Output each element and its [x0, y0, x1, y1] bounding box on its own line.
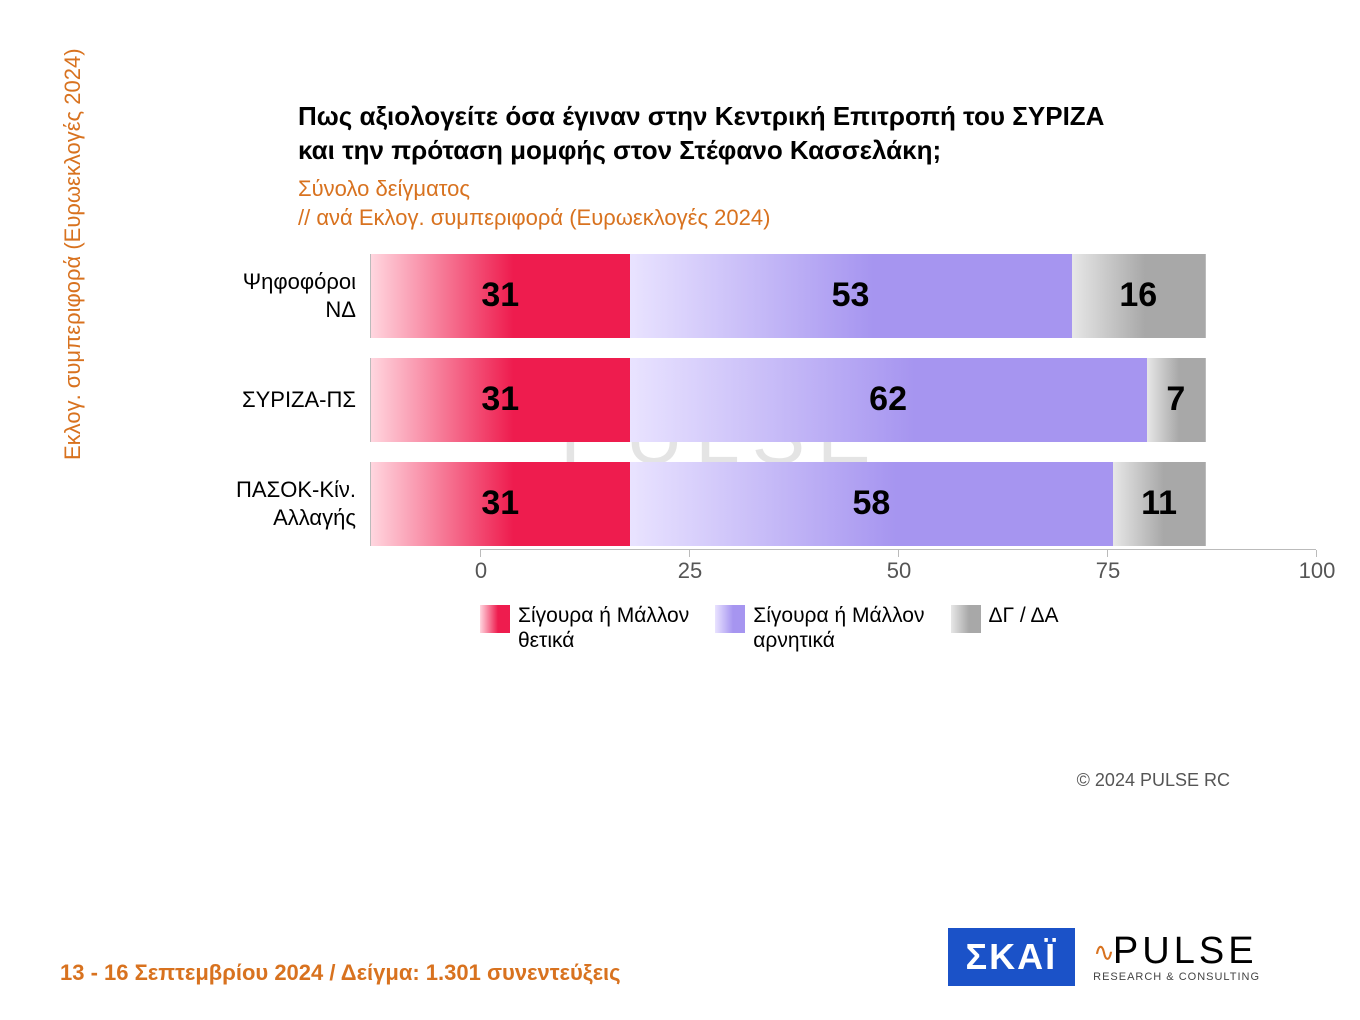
- bar-segment: 11: [1113, 462, 1205, 546]
- x-tick-label: 50: [887, 558, 911, 584]
- subtitle-line-2: // ανά Εκλογ. συμπεριφορά (Ευρωεκλογές 2…: [298, 205, 770, 230]
- legend: Σίγουρα ή Μάλλονθετικά Σίγουρα ή Μάλλοναρ…: [480, 603, 1250, 653]
- legend-label: ΔΓ / ΔΑ: [989, 603, 1059, 628]
- bar-row: ΣΥΡΙΖΑ-ΠΣ31627: [190, 355, 1250, 445]
- bar-segment: 7: [1147, 358, 1205, 442]
- legend-item: ΔΓ / ΔΑ: [951, 603, 1059, 633]
- footer-text: 13 - 16 Σεπτεμβρίου 2024 / Δείγμα: 1.301…: [60, 960, 621, 986]
- bar-row: ΠΑΣΟΚ-Κίν.Αλλαγής315811: [190, 459, 1250, 549]
- bar-track: 31627: [370, 358, 1206, 442]
- legend-swatch: [951, 605, 981, 633]
- pulse-logo-text: PULSE: [1113, 930, 1258, 972]
- category-label: ΣΥΡΙΖΑ-ΠΣ: [190, 386, 370, 414]
- title-line-1: Πως αξιολογείτε όσα έγιναν στην Κεντρική…: [298, 101, 1104, 131]
- category-label: ΨηφοφόροιΝΔ: [190, 268, 370, 323]
- legend-item: Σίγουρα ή Μάλλονθετικά: [480, 603, 689, 653]
- legend-item: Σίγουρα ή Μάλλοναρνητικά: [715, 603, 924, 653]
- x-tick-label: 100: [1299, 558, 1336, 584]
- bar-segment: 31: [371, 254, 630, 338]
- logos: ΣΚΑΪ ∿PULSE RESEARCH & CONSULTING: [948, 928, 1260, 986]
- x-tick: 100: [1316, 550, 1317, 557]
- copyright: © 2024 PULSE RC: [1077, 770, 1230, 791]
- x-tick: 25: [689, 550, 690, 557]
- legend-swatch: [480, 605, 510, 633]
- title-block: Πως αξιολογείτε όσα έγιναν στην Κεντρική…: [298, 100, 1250, 233]
- x-tick-label: 25: [678, 558, 702, 584]
- bar-track: 315316: [370, 254, 1206, 338]
- bar-segment: 58: [630, 462, 1114, 546]
- pulse-logo-sub: RESEARCH & CONSULTING: [1093, 972, 1260, 983]
- pulse-beat-icon: ∿: [1093, 937, 1113, 967]
- x-tick-label: 0: [475, 558, 487, 584]
- chart-title: Πως αξιολογείτε όσα έγιναν στην Κεντρική…: [298, 100, 1250, 168]
- x-tick: 75: [1107, 550, 1108, 557]
- bar-segment: 62: [630, 358, 1147, 442]
- chart-subtitle: Σύνολο δείγματος // ανά Εκλογ. συμπεριφο…: [298, 174, 1250, 233]
- x-axis: 0 25 50 75 100: [480, 549, 1316, 579]
- chart-container: Εκλογ. συμπεριφορά (Ευρωεκλογές 2024) Πω…: [0, 0, 1360, 1020]
- bar-segment: 16: [1072, 254, 1205, 338]
- bar-track: 315811: [370, 462, 1206, 546]
- x-tick: 50: [898, 550, 899, 557]
- x-tick-label: 75: [1096, 558, 1120, 584]
- bar-segment: 31: [371, 358, 630, 442]
- legend-label: Σίγουρα ή Μάλλοναρνητικά: [753, 603, 924, 653]
- x-tick: 0: [480, 550, 481, 557]
- bar-row: ΨηφοφόροιΝΔ315316: [190, 251, 1250, 341]
- logo-skai: ΣΚΑΪ: [948, 928, 1076, 986]
- footer: 13 - 16 Σεπτεμβρίου 2024 / Δείγμα: 1.301…: [0, 928, 1360, 986]
- category-label: ΠΑΣΟΚ-Κίν.Αλλαγής: [190, 476, 370, 531]
- legend-swatch: [715, 605, 745, 633]
- bar-segment: 53: [630, 254, 1072, 338]
- subtitle-line-1: Σύνολο δείγματος: [298, 176, 470, 201]
- logo-pulse: ∿PULSE RESEARCH & CONSULTING: [1093, 932, 1260, 983]
- chart-area: ΨηφοφόροιΝΔ315316ΣΥΡΙΖΑ-ΠΣ31627ΠΑΣΟΚ-Κίν…: [190, 251, 1250, 653]
- y-axis-title: Εκλογ. συμπεριφορά (Ευρωεκλογές 2024): [60, 48, 86, 460]
- bar-segment: 31: [371, 462, 630, 546]
- title-line-2: και την πρόταση μομφής στον Στέφανο Κασσ…: [298, 135, 941, 165]
- legend-label: Σίγουρα ή Μάλλονθετικά: [518, 603, 689, 653]
